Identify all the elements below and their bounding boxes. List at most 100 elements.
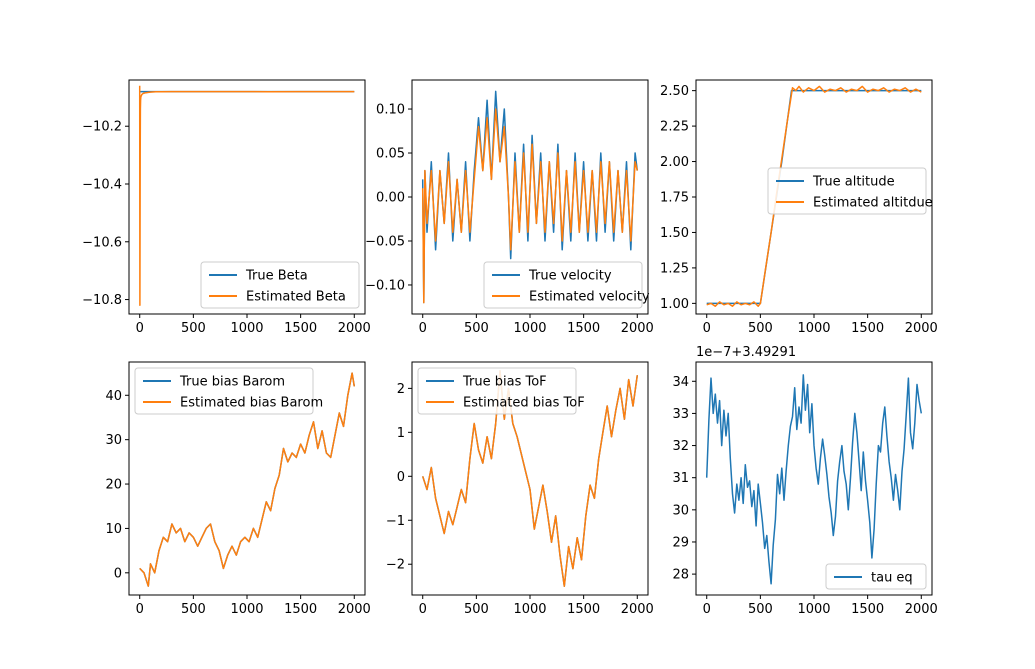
- y-tick-label: 33: [672, 407, 689, 422]
- plot-area: [696, 362, 932, 595]
- legend-label: Estimated velocity: [529, 290, 650, 305]
- y-offset-text: 1e−7+3.49291: [696, 345, 796, 360]
- x-tick-label: 1000: [797, 602, 830, 617]
- legend-beta: True Beta Estimated Beta: [200, 261, 360, 309]
- legend-label: Estimated Beta: [246, 290, 346, 305]
- x-tick-label: 1500: [851, 602, 884, 617]
- y-tick-label: 20: [105, 478, 122, 493]
- legend-label: Estimated altitdue: [813, 196, 933, 211]
- legend-tau-eq: tau eq: [825, 563, 927, 590]
- x-tick-label: 2000: [621, 602, 654, 617]
- x-tick-label: 0: [703, 321, 711, 336]
- legend-label: True bias ToF: [462, 375, 547, 390]
- series-line-true-velocity: [421, 90, 639, 304]
- x-tick-label: 2000: [338, 602, 371, 617]
- legend-frame: [417, 367, 577, 415]
- series-line-estimated-bias-tof: [421, 370, 639, 587]
- y-tick-label: −0.10: [365, 278, 405, 293]
- y-tick-label: 32: [672, 439, 689, 454]
- y-tick-label: 2.00: [660, 155, 689, 170]
- y-tick-label: 0: [114, 566, 122, 581]
- series-line-estimated-velocity: [421, 108, 639, 304]
- x-tick-label: 0: [419, 602, 427, 617]
- y-tick-label: 40: [105, 389, 122, 404]
- y-tick-label: −1: [386, 514, 405, 529]
- y-tick-label: 2.25: [660, 120, 689, 135]
- x-tick-label: 500: [181, 321, 206, 336]
- chart-beta: 0 500 1000 1500 2000 −10.8 −10.6 −10.4 −10.2 True…: [82, 79, 371, 336]
- x-tick-label: 500: [748, 321, 773, 336]
- y-tick-label: −10.4: [82, 178, 122, 193]
- x-tick-label: 0: [419, 321, 427, 336]
- y-tick-label: 1.75: [660, 191, 689, 206]
- y-tick-label: 2: [397, 382, 405, 397]
- x-tick-label: 1500: [567, 602, 600, 617]
- legend-velocity: True velocity Estimated velocity: [483, 261, 650, 309]
- y-tick-label: 1.25: [660, 261, 689, 276]
- series-line-true-tau-eq: [705, 374, 923, 585]
- chart-tau-eq: 0 500 1000 1500 2000 28 29 30 31 32 33 34 1e−7+3.492…: [672, 345, 937, 617]
- series-line-estimated-altitude: [706, 85, 922, 307]
- legend-frame: [200, 261, 360, 309]
- x-tick-label: 1000: [230, 602, 263, 617]
- y-tick-label: −10.2: [82, 120, 122, 135]
- x-tick-label: 1000: [513, 602, 546, 617]
- x-tick-label: 1000: [797, 321, 830, 336]
- y-tick-label: −10.8: [82, 293, 122, 308]
- legend-bias-tof: True bias ToF Estimated bias ToF: [417, 367, 585, 415]
- y-tick-label: 0.05: [376, 147, 405, 162]
- x-tick-label: 1500: [284, 602, 317, 617]
- legend-label: Estimated bias ToF: [463, 396, 585, 411]
- chart-velocity: 0 500 1000 1500 2000 −0.10 −0.05 0.00 0.05 0.10 Tr…: [365, 79, 654, 336]
- legend-bias-barom: True bias Barom Estimated bias Barom: [134, 367, 323, 415]
- y-tick-label: 1.50: [660, 226, 689, 241]
- x-tick-label: 0: [703, 602, 711, 617]
- y-tick-label: −2: [386, 558, 405, 573]
- series-line-estimated-beta: [138, 85, 355, 307]
- y-tick-label: 0.00: [376, 191, 405, 206]
- x-tick-label: 1500: [284, 321, 317, 336]
- chart-bias-tof: 0 500 1000 1500 2000 −2 −1 0 1 2 True bias ToF Esti…: [386, 361, 654, 617]
- y-tick-label: 28: [672, 568, 689, 583]
- y-tick-label: 30: [672, 503, 689, 518]
- y-tick-label: 31: [672, 471, 689, 486]
- legend-frame: [483, 261, 643, 309]
- y-tick-label: 30: [105, 433, 122, 448]
- chart-altitude: 0 500 1000 1500 2000 1.00 1.25 1.50 1.75 2.00 2.25…: [660, 79, 938, 336]
- y-tick-label: −0.05: [365, 234, 405, 249]
- legend-label: True velocity: [528, 269, 612, 284]
- y-tick-label: 34: [672, 375, 689, 390]
- x-tick-label: 0: [136, 602, 144, 617]
- legend-frame: [134, 367, 314, 415]
- x-tick-label: 500: [181, 602, 206, 617]
- x-tick-label: 1500: [851, 321, 884, 336]
- legend-altitude: True altitude Estimated altitdue: [767, 167, 933, 215]
- y-tick-label: 29: [672, 535, 689, 550]
- x-tick-label: 1500: [567, 321, 600, 336]
- x-tick-label: 2000: [338, 321, 371, 336]
- legend-label: True altitude: [812, 175, 895, 190]
- y-tick-label: −10.6: [82, 235, 122, 250]
- x-tick-label: 500: [748, 602, 773, 617]
- y-tick-label: 1.00: [660, 297, 689, 312]
- x-tick-label: 2000: [905, 602, 938, 617]
- series-line-estimated-bias-barom: [139, 372, 356, 587]
- legend-frame: [767, 167, 927, 215]
- y-tick-label: 0: [397, 470, 405, 485]
- x-tick-label: 2000: [621, 321, 654, 336]
- legend-label: tau eq: [871, 571, 913, 586]
- x-tick-label: 500: [464, 602, 489, 617]
- x-tick-label: 1000: [513, 321, 546, 336]
- legend-label: True bias Barom: [179, 375, 285, 390]
- y-tick-label: 10: [105, 522, 122, 537]
- y-tick-label: 2.50: [660, 84, 689, 99]
- x-tick-label: 0: [136, 321, 144, 336]
- x-tick-label: 500: [464, 321, 489, 336]
- y-tick-label: 0.10: [376, 103, 405, 118]
- y-tick-label: 1: [397, 426, 405, 441]
- legend-label: Estimated bias Barom: [180, 396, 323, 411]
- legend-label: True Beta: [245, 269, 308, 284]
- x-tick-label: 1000: [230, 321, 263, 336]
- x-tick-label: 2000: [905, 321, 938, 336]
